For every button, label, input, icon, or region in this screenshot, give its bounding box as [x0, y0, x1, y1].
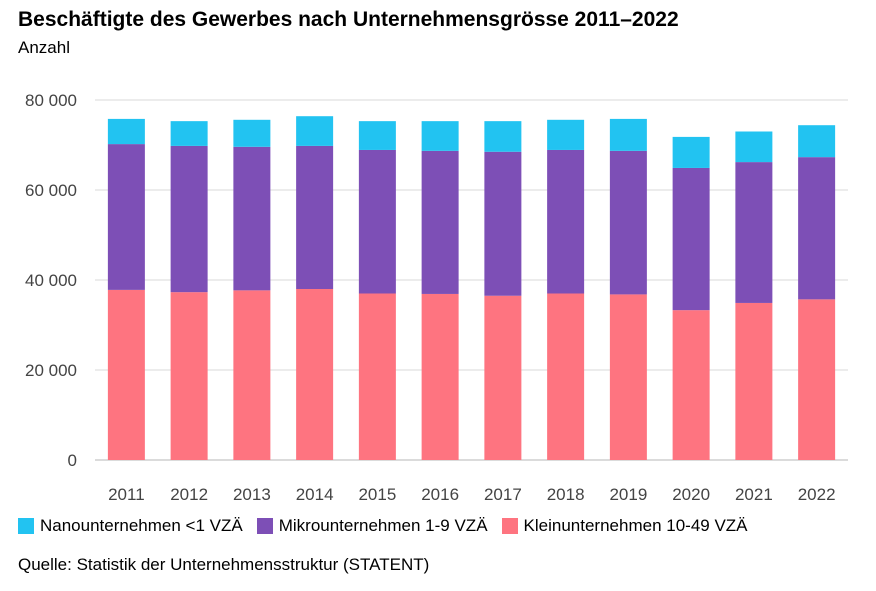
legend: Nanounternehmen <1 VZÄ Mikrounternehmen 1… [18, 516, 748, 536]
chart-subtitle: Anzahl [18, 38, 70, 57]
y-tick-label: 0 [68, 451, 77, 470]
x-tick-label: 2021 [735, 485, 773, 504]
legend-swatch [501, 518, 518, 534]
bar-segment [735, 131, 773, 163]
legend-label: Kleinunternehmen 10-49 VZÄ [523, 516, 748, 535]
x-tick-label: 2020 [672, 485, 710, 504]
bar-segment [547, 149, 585, 294]
bar-segment [484, 151, 522, 296]
y-tick-label: 80 000 [25, 91, 77, 110]
bar-segment [798, 125, 836, 158]
bar-segment [170, 292, 208, 460]
legend-swatch [256, 518, 273, 534]
bar-segment [233, 290, 271, 460]
legend-item: Mikrounternehmen 1-9 VZÄ [256, 516, 488, 536]
bar-segment [421, 150, 459, 294]
bar-segment [421, 121, 459, 151]
bar-segment [358, 149, 396, 294]
source-note: Quelle: Statistik der Unternehmensstrukt… [18, 555, 430, 574]
x-tick-label: 2013 [233, 485, 271, 504]
bar-segment [107, 144, 145, 290]
x-tick-label: 2022 [798, 485, 836, 504]
y-tick-label: 60 000 [25, 181, 77, 200]
bar-segment [798, 299, 836, 460]
bar-segment [107, 118, 145, 145]
bar-segment [672, 136, 710, 168]
bar-segment [484, 295, 522, 460]
legend-item: Kleinunternehmen 10-49 VZÄ [501, 516, 748, 536]
bar-segment [233, 119, 271, 147]
bar-segment [170, 121, 208, 146]
x-tick-label: 2018 [547, 485, 585, 504]
x-tick-label: 2019 [609, 485, 647, 504]
x-tick-label: 2015 [358, 485, 396, 504]
x-tick-label: 2014 [296, 485, 334, 504]
x-tick-label: 2017 [484, 485, 522, 504]
bar-segment [484, 121, 522, 152]
chart-title: Beschäftigte des Gewerbes nach Unternehm… [18, 8, 679, 31]
bar-segment [609, 118, 647, 151]
bar-segment [547, 293, 585, 460]
x-tick-label: 2012 [170, 485, 208, 504]
bar-segment [358, 293, 396, 460]
legend-swatch [18, 518, 34, 534]
bar-segment [421, 293, 459, 460]
legend-label: Nanounternehmen <1 VZÄ [40, 516, 243, 535]
legend-item: Nanounternehmen <1 VZÄ [18, 516, 243, 536]
bar-segment [672, 310, 710, 460]
bar-segment [609, 294, 647, 460]
bar-segment [798, 157, 836, 300]
bar-segment [735, 162, 773, 303]
bar-segment [735, 302, 773, 460]
y-tick-label: 40 000 [25, 271, 77, 290]
bar-segment [547, 119, 585, 150]
y-tick-label: 20 000 [25, 361, 77, 380]
bar-segment [672, 167, 710, 311]
bar-segment [233, 146, 271, 291]
x-tick-label: 2016 [421, 485, 459, 504]
bar-segment [296, 289, 334, 460]
bar-segment [609, 150, 647, 295]
x-tick-label: 2011 [108, 485, 145, 504]
bar-segment [107, 289, 145, 460]
legend-label: Mikrounternehmen 1-9 VZÄ [278, 516, 488, 535]
bar-segment [358, 121, 396, 150]
bar-segment [296, 116, 334, 146]
bar-segment [170, 145, 208, 293]
bar-segment [296, 145, 334, 289]
